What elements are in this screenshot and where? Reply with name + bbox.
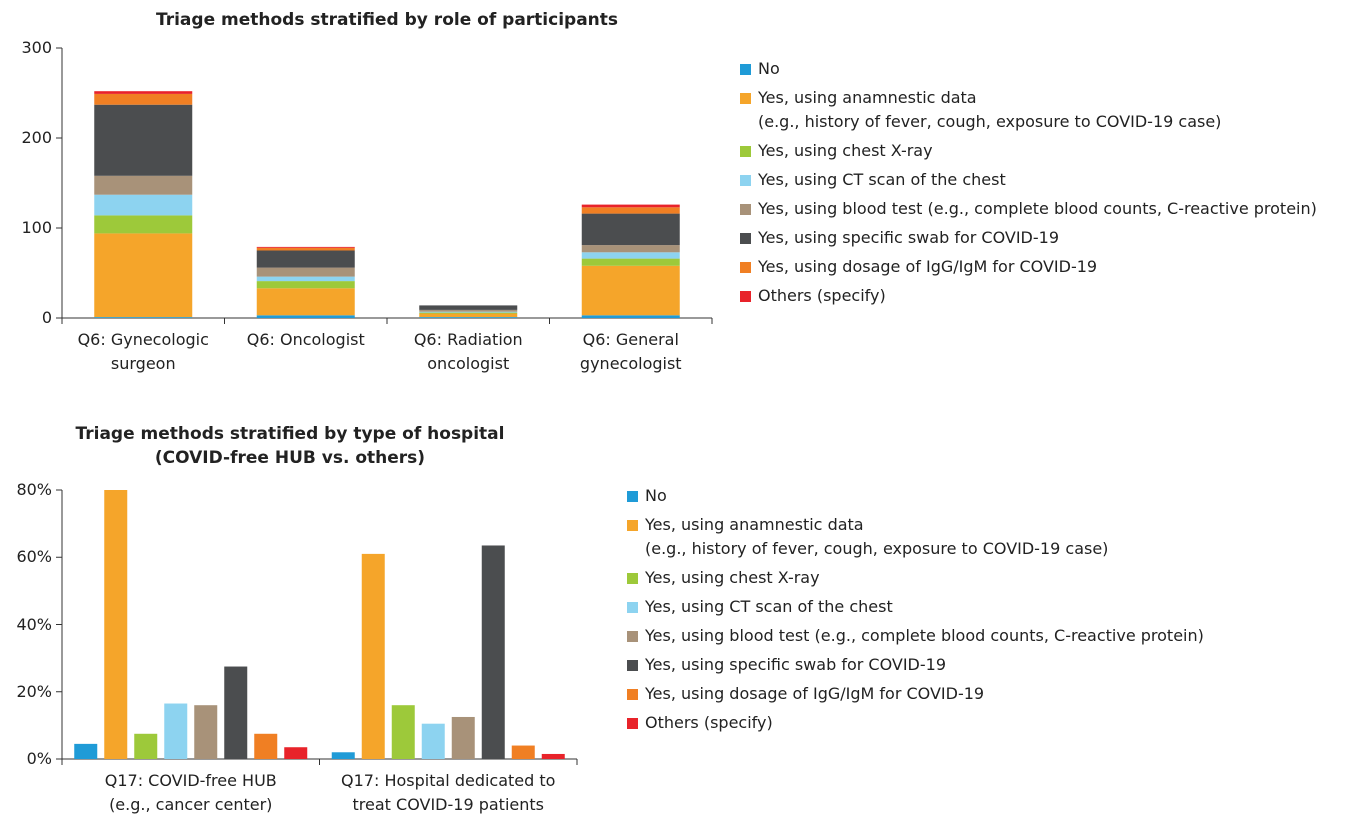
legend-label: Yes, using dosage of IgG/IgM for COVID-1… xyxy=(645,684,985,703)
legend-swatch xyxy=(627,491,638,502)
legend-label: Yes, using specific swab for COVID-19 xyxy=(758,228,1059,247)
x-tick-label: Q6: Oncologist xyxy=(246,330,365,349)
bar-segment xyxy=(581,245,680,253)
legend-label: Yes, using anamnestic data (e.g., histor… xyxy=(645,515,1109,558)
bar-segment xyxy=(419,317,518,318)
legend-swatch xyxy=(627,602,638,613)
bar-segment xyxy=(581,265,680,316)
bar-segment xyxy=(581,204,680,208)
bar xyxy=(284,747,308,759)
legend-swatch xyxy=(740,291,751,302)
legend-swatch xyxy=(740,233,751,244)
y-tick-label: 0% xyxy=(26,749,52,768)
legend-label: Yes, using chest X-ray xyxy=(758,141,933,160)
x-tick-label: Q6: Radiation oncologist xyxy=(413,330,523,373)
bar-segment xyxy=(256,247,355,251)
bar-segment xyxy=(581,258,680,266)
bar xyxy=(391,705,415,759)
bar xyxy=(451,716,475,759)
x-tick-label: Q17: Hospital dedicated to treat COVID-1… xyxy=(341,771,556,814)
legend-label: Yes, using blood test (e.g., complete bl… xyxy=(645,626,1204,645)
bar-segment xyxy=(94,317,193,318)
y-tick-label: 300 xyxy=(21,38,52,57)
bar-segment xyxy=(256,315,355,318)
legend-swatch xyxy=(627,660,638,671)
legend-swatch xyxy=(740,93,751,104)
bar xyxy=(511,745,535,759)
legend-swatch xyxy=(740,175,751,186)
legend-label: Yes, using anamnestic data (e.g., histor… xyxy=(758,88,1222,131)
legend-label: Others (specify) xyxy=(758,286,886,305)
y-tick-label: 200 xyxy=(21,128,52,147)
bar-segment xyxy=(94,93,193,105)
bar-segment xyxy=(581,252,680,259)
bar-segment xyxy=(581,207,680,214)
legend-swatch xyxy=(627,631,638,642)
bar xyxy=(224,666,248,759)
bar xyxy=(421,723,445,759)
legend-label: Others (specify) xyxy=(645,713,773,732)
bar-segment xyxy=(419,312,518,314)
bar-segment xyxy=(256,276,355,282)
bar-segment xyxy=(256,246,355,248)
y-tick-label: 0 xyxy=(41,308,52,327)
legend-swatch xyxy=(740,146,751,157)
bar xyxy=(331,752,355,759)
chart-title: Triage methods stratified by role of par… xyxy=(155,10,619,30)
legend-label: Yes, using CT scan of the chest xyxy=(758,170,1006,189)
bar xyxy=(134,733,158,759)
bar-segment xyxy=(94,194,193,216)
bar xyxy=(481,545,505,759)
y-tick-label: 20% xyxy=(16,681,52,701)
bar-segment xyxy=(94,233,193,318)
x-tick-label: Q17: COVID-free HUB (e.g., cancer center… xyxy=(104,771,277,814)
legend-swatch xyxy=(740,262,751,273)
bar-segment xyxy=(256,281,355,289)
legend-label: No xyxy=(758,59,780,78)
bar xyxy=(254,733,278,759)
y-tick-label: 60% xyxy=(16,547,52,567)
x-tick-label: Q6: Gynecologic surgeon xyxy=(77,330,209,373)
bar xyxy=(104,490,128,759)
legend-swatch xyxy=(627,718,638,729)
legend-swatch xyxy=(740,204,751,215)
bar-segment xyxy=(419,311,518,313)
bar xyxy=(74,743,98,759)
legend-swatch xyxy=(627,520,638,531)
bar-segment xyxy=(94,215,193,234)
legend-swatch xyxy=(627,573,638,584)
y-tick-label: 80% xyxy=(16,480,52,499)
bar xyxy=(194,705,218,759)
legend-label: Yes, using chest X-ray xyxy=(645,568,820,587)
legend-label: Yes, using blood test (e.g., complete bl… xyxy=(758,199,1317,218)
legend-swatch xyxy=(627,689,638,700)
bar xyxy=(361,553,385,759)
y-tick-label: 100 xyxy=(21,218,52,237)
bar xyxy=(541,753,565,759)
bar-segment xyxy=(94,175,193,195)
legend-label: No xyxy=(645,486,667,505)
bar-segment xyxy=(256,250,355,268)
bar-segment xyxy=(94,91,193,94)
legend-label: Yes, using specific swab for COVID-19 xyxy=(645,655,946,674)
bar xyxy=(164,703,188,759)
bar-segment xyxy=(419,309,518,312)
bar-segment xyxy=(94,104,193,176)
bar-segment xyxy=(419,305,518,310)
bar-segment xyxy=(581,213,680,246)
legend-label: Yes, using CT scan of the chest xyxy=(645,597,893,616)
legend-label: Yes, using dosage of IgG/IgM for COVID-1… xyxy=(758,257,1098,276)
bar-segment xyxy=(581,315,680,318)
x-tick-label: Q6: General gynecologist xyxy=(579,330,682,373)
bar-segment xyxy=(256,267,355,277)
bar-segment xyxy=(419,313,518,318)
y-tick-label: 40% xyxy=(16,614,52,634)
legend-swatch xyxy=(740,64,751,75)
chart-title: Triage methods stratified by type of hos… xyxy=(75,424,505,468)
bar-segment xyxy=(256,288,355,316)
